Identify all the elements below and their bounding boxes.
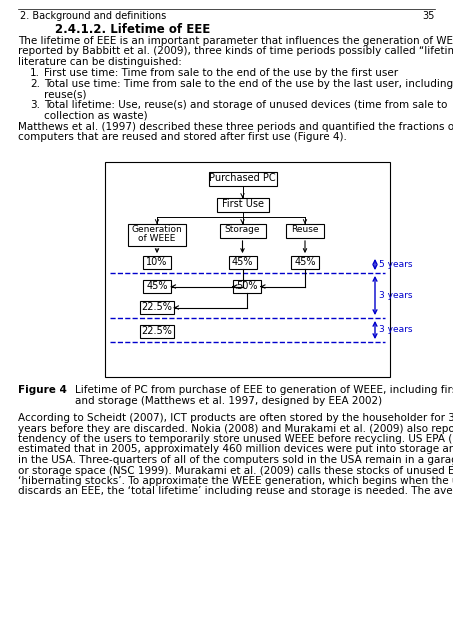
Text: 45%: 45% — [146, 281, 168, 291]
Text: and storage (Matthews et al. 1997, designed by EEA 2002): and storage (Matthews et al. 1997, desig… — [75, 396, 382, 406]
Text: 50%: 50% — [236, 281, 257, 291]
Bar — [143, 256, 171, 269]
Text: 1.: 1. — [30, 68, 40, 79]
Text: 2.: 2. — [30, 79, 40, 89]
Text: reported by Babbitt et al. (2009), three kinds of time periods possibly called “: reported by Babbitt et al. (2009), three… — [18, 47, 453, 56]
Text: discards an EEE, the ‘total lifetime’ including reuse and storage is needed. The: discards an EEE, the ‘total lifetime’ in… — [18, 486, 453, 497]
Text: estimated that in 2005, approximately 460 million devices were put into storage : estimated that in 2005, approximately 46… — [18, 445, 453, 454]
Text: Generation: Generation — [132, 225, 183, 234]
Text: 22.5%: 22.5% — [141, 326, 173, 336]
Bar — [228, 256, 256, 269]
Bar — [140, 325, 174, 338]
Text: Reuse: Reuse — [291, 225, 319, 234]
Bar — [291, 256, 319, 269]
Text: First use time: Time from sale to the end of the use by the first user: First use time: Time from sale to the en… — [44, 68, 398, 79]
Bar — [208, 172, 276, 186]
Text: 3 years: 3 years — [379, 291, 413, 300]
Text: The lifetime of EEE is an important parameter that influences the generation of : The lifetime of EEE is an important para… — [18, 36, 453, 46]
Text: collection as waste): collection as waste) — [44, 111, 148, 120]
Text: According to Scheidt (2007), ICT products are often stored by the householder fo: According to Scheidt (2007), ICT product… — [18, 413, 453, 423]
Text: Purchased PC: Purchased PC — [209, 173, 276, 183]
Text: computers that are reused and stored after first use (Figure 4).: computers that are reused and stored aft… — [18, 132, 347, 143]
Text: 3 years: 3 years — [379, 326, 413, 335]
Bar — [286, 224, 324, 238]
Bar — [140, 301, 174, 314]
Text: 10%: 10% — [146, 257, 168, 267]
Text: 45%: 45% — [232, 257, 253, 267]
Text: Storage: Storage — [225, 225, 260, 234]
Text: or storage space (NSC 1999). Murakami et al. (2009) calls these stocks of unused: or storage space (NSC 1999). Murakami et… — [18, 465, 453, 476]
Text: years before they are discarded. Nokia (2008) and Murakami et al. (2009) also re: years before they are discarded. Nokia (… — [18, 424, 453, 433]
Text: in the USA. Three-quarters of all of the computers sold in the USA remain in a g: in the USA. Three-quarters of all of the… — [18, 455, 453, 465]
Text: 5 years: 5 years — [379, 260, 413, 269]
Bar — [217, 198, 269, 212]
Text: Total lifetime: Use, reuse(s) and storage of unused devices (time from sale to: Total lifetime: Use, reuse(s) and storag… — [44, 100, 448, 110]
Text: First Use: First Use — [222, 199, 264, 209]
Text: 35: 35 — [423, 11, 435, 21]
Text: ‘hibernating stocks’. To approximate the WEEE generation, which begins when the : ‘hibernating stocks’. To approximate the… — [18, 476, 453, 486]
Text: Lifetime of PC from purchase of EEE to generation of WEEE, including first use, : Lifetime of PC from purchase of EEE to g… — [75, 385, 453, 395]
Text: reuse(s): reuse(s) — [44, 90, 87, 99]
Text: 22.5%: 22.5% — [141, 302, 173, 312]
Bar — [143, 280, 171, 293]
Text: Matthews et al. (1997) described these three periods and quantified the fraction: Matthews et al. (1997) described these t… — [18, 122, 453, 132]
Text: of WEEE: of WEEE — [138, 234, 176, 243]
Bar — [105, 162, 390, 377]
Bar — [232, 280, 260, 293]
Text: Figure 4: Figure 4 — [18, 385, 67, 395]
Text: 3.: 3. — [30, 100, 40, 110]
Text: 2.4.1.2. Lifetime of EEE: 2.4.1.2. Lifetime of EEE — [55, 23, 210, 36]
Text: 2. Background and definitions: 2. Background and definitions — [20, 11, 166, 21]
Text: 45%: 45% — [294, 257, 316, 267]
Text: literature can be distinguished:: literature can be distinguished: — [18, 57, 182, 67]
Bar — [220, 224, 265, 238]
Text: tendency of the users to temporarily store unused WEEE before recycling. US EPA : tendency of the users to temporarily sto… — [18, 434, 453, 444]
Text: Total use time: Time from sale to the end of the use by the last user, including: Total use time: Time from sale to the en… — [44, 79, 453, 89]
Bar — [128, 224, 186, 246]
